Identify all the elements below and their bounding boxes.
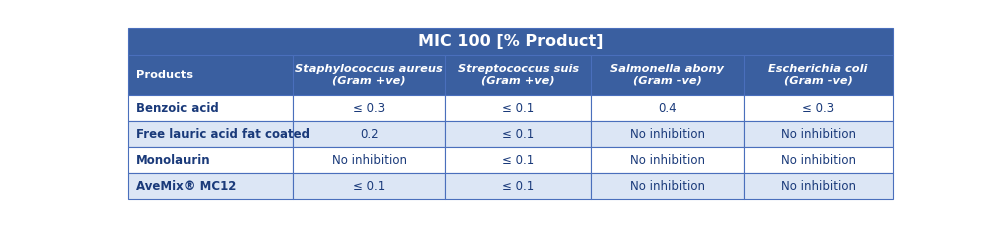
Bar	[128, 173, 293, 199]
Text: ≤ 0.1: ≤ 0.1	[502, 180, 534, 193]
Bar	[128, 147, 293, 173]
Bar	[293, 147, 445, 173]
Bar	[744, 147, 892, 173]
Bar	[744, 55, 892, 95]
Bar	[293, 122, 445, 147]
Bar	[744, 95, 892, 122]
Bar	[591, 55, 744, 95]
Bar	[128, 55, 293, 95]
Bar	[591, 173, 744, 199]
Bar	[744, 173, 892, 199]
Bar	[128, 28, 892, 55]
Text: Products: Products	[136, 70, 193, 80]
Text: ≤ 0.1: ≤ 0.1	[502, 128, 534, 141]
Bar	[293, 173, 445, 199]
Text: No inhibition: No inhibition	[781, 180, 856, 193]
Text: ≤ 0.1: ≤ 0.1	[353, 180, 385, 193]
Bar	[445, 173, 591, 199]
Bar	[445, 122, 591, 147]
Bar	[445, 95, 591, 122]
Text: Free lauric acid fat coated: Free lauric acid fat coated	[136, 128, 310, 141]
Text: Staphylococcus aureus
(Gram +ve): Staphylococcus aureus (Gram +ve)	[295, 64, 443, 86]
Text: AveMix® MC12: AveMix® MC12	[136, 180, 236, 193]
Bar	[445, 55, 591, 95]
Text: Salmonella abony
(Gram -ve): Salmonella abony (Gram -ve)	[611, 64, 724, 86]
Text: No inhibition: No inhibition	[332, 154, 406, 167]
Bar	[293, 55, 445, 95]
Text: ≤ 0.3: ≤ 0.3	[353, 102, 385, 115]
Text: ≤ 0.1: ≤ 0.1	[502, 154, 534, 167]
Text: No inhibition: No inhibition	[629, 180, 704, 193]
Text: No inhibition: No inhibition	[629, 154, 704, 167]
Text: MIC 100 [% Product]: MIC 100 [% Product]	[417, 34, 604, 49]
Text: No inhibition: No inhibition	[629, 128, 704, 141]
Text: Benzoic acid: Benzoic acid	[136, 102, 219, 115]
Text: Escherichia coli
(Gram -ve): Escherichia coli (Gram -ve)	[768, 64, 868, 86]
Bar	[591, 122, 744, 147]
Text: 0.4: 0.4	[657, 102, 676, 115]
Text: No inhibition: No inhibition	[781, 154, 856, 167]
Text: ≤ 0.1: ≤ 0.1	[502, 102, 534, 115]
Bar	[591, 95, 744, 122]
Bar	[744, 122, 892, 147]
Text: Streptococcus suis
(Gram +ve): Streptococcus suis (Gram +ve)	[457, 64, 579, 86]
Bar	[293, 95, 445, 122]
Bar	[591, 147, 744, 173]
Text: No inhibition: No inhibition	[781, 128, 856, 141]
Text: Monolaurin: Monolaurin	[136, 154, 211, 167]
Text: 0.2: 0.2	[360, 128, 378, 141]
Bar	[128, 95, 293, 122]
Bar	[445, 147, 591, 173]
Bar	[128, 122, 293, 147]
Text: ≤ 0.3: ≤ 0.3	[802, 102, 834, 115]
